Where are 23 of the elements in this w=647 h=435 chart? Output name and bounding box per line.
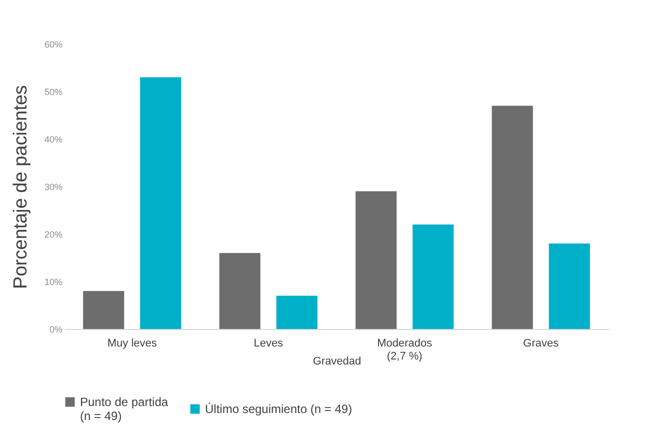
x-tick-label: Leves: [254, 338, 284, 350]
legend-label: Punto de partida (n = 49): [80, 395, 168, 423]
y-tick-label: 30%: [44, 182, 62, 192]
bar: [356, 191, 397, 329]
bar: [548, 244, 590, 329]
bar: [492, 106, 533, 329]
x-tick-label: Moderados (2,7 %): [377, 338, 433, 362]
bar: [219, 253, 260, 329]
y-tick-label: 20%: [44, 230, 62, 240]
y-tick-label: 0%: [49, 324, 62, 334]
bar: [83, 291, 124, 329]
y-tick-label: 50%: [44, 87, 62, 97]
y-tick-label: 10%: [44, 277, 62, 287]
bar: [140, 77, 182, 329]
x-tick-label: Muy leves: [107, 338, 158, 350]
x-tick-label: Graves: [523, 338, 560, 350]
y-tick-label: 40%: [44, 134, 62, 144]
bar: [412, 224, 454, 329]
x-axis-title: Gravedad: [312, 356, 362, 368]
bar: [276, 296, 318, 329]
y-tick-label: 60%: [44, 40, 62, 50]
y-axis-title: Porcentaje de pacientes: [10, 85, 32, 289]
legend-label: Último seguimiento (n = 49): [205, 402, 352, 416]
